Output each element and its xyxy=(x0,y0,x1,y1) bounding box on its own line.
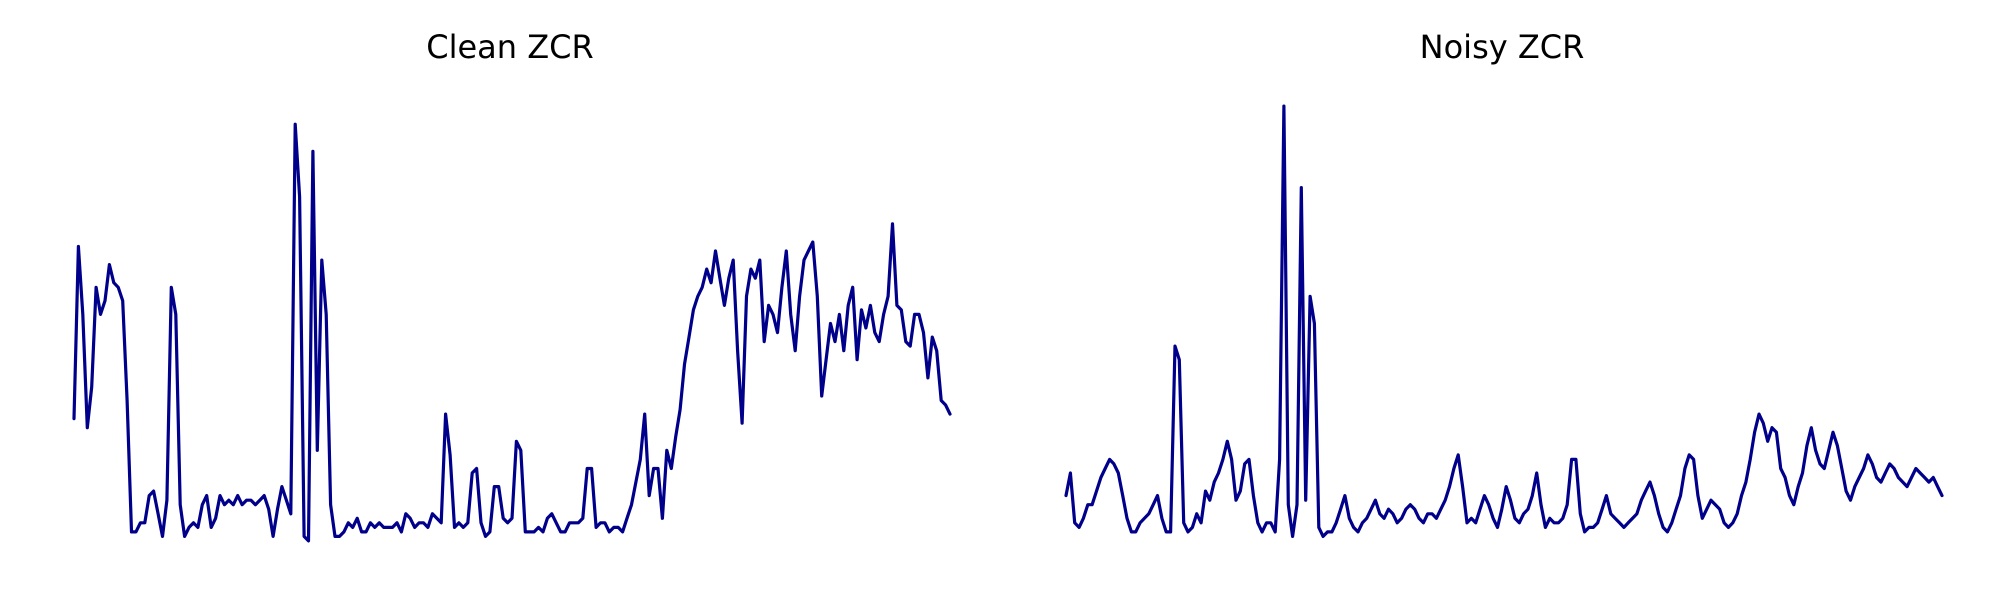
clean-zcr-title: Clean ZCR xyxy=(426,28,593,66)
clean-zcr-panel: Clean ZCR xyxy=(72,28,952,543)
noisy-zcr-title: Noisy ZCR xyxy=(1420,28,1585,66)
noisy-zcr-series xyxy=(1064,104,1944,539)
noisy-zcr-panel: Noisy ZCR xyxy=(1064,28,1944,539)
clean-zcr-series xyxy=(72,122,952,543)
clean-zcr-line-0 xyxy=(72,122,952,543)
noisy-zcr-line-0 xyxy=(1064,104,1944,539)
